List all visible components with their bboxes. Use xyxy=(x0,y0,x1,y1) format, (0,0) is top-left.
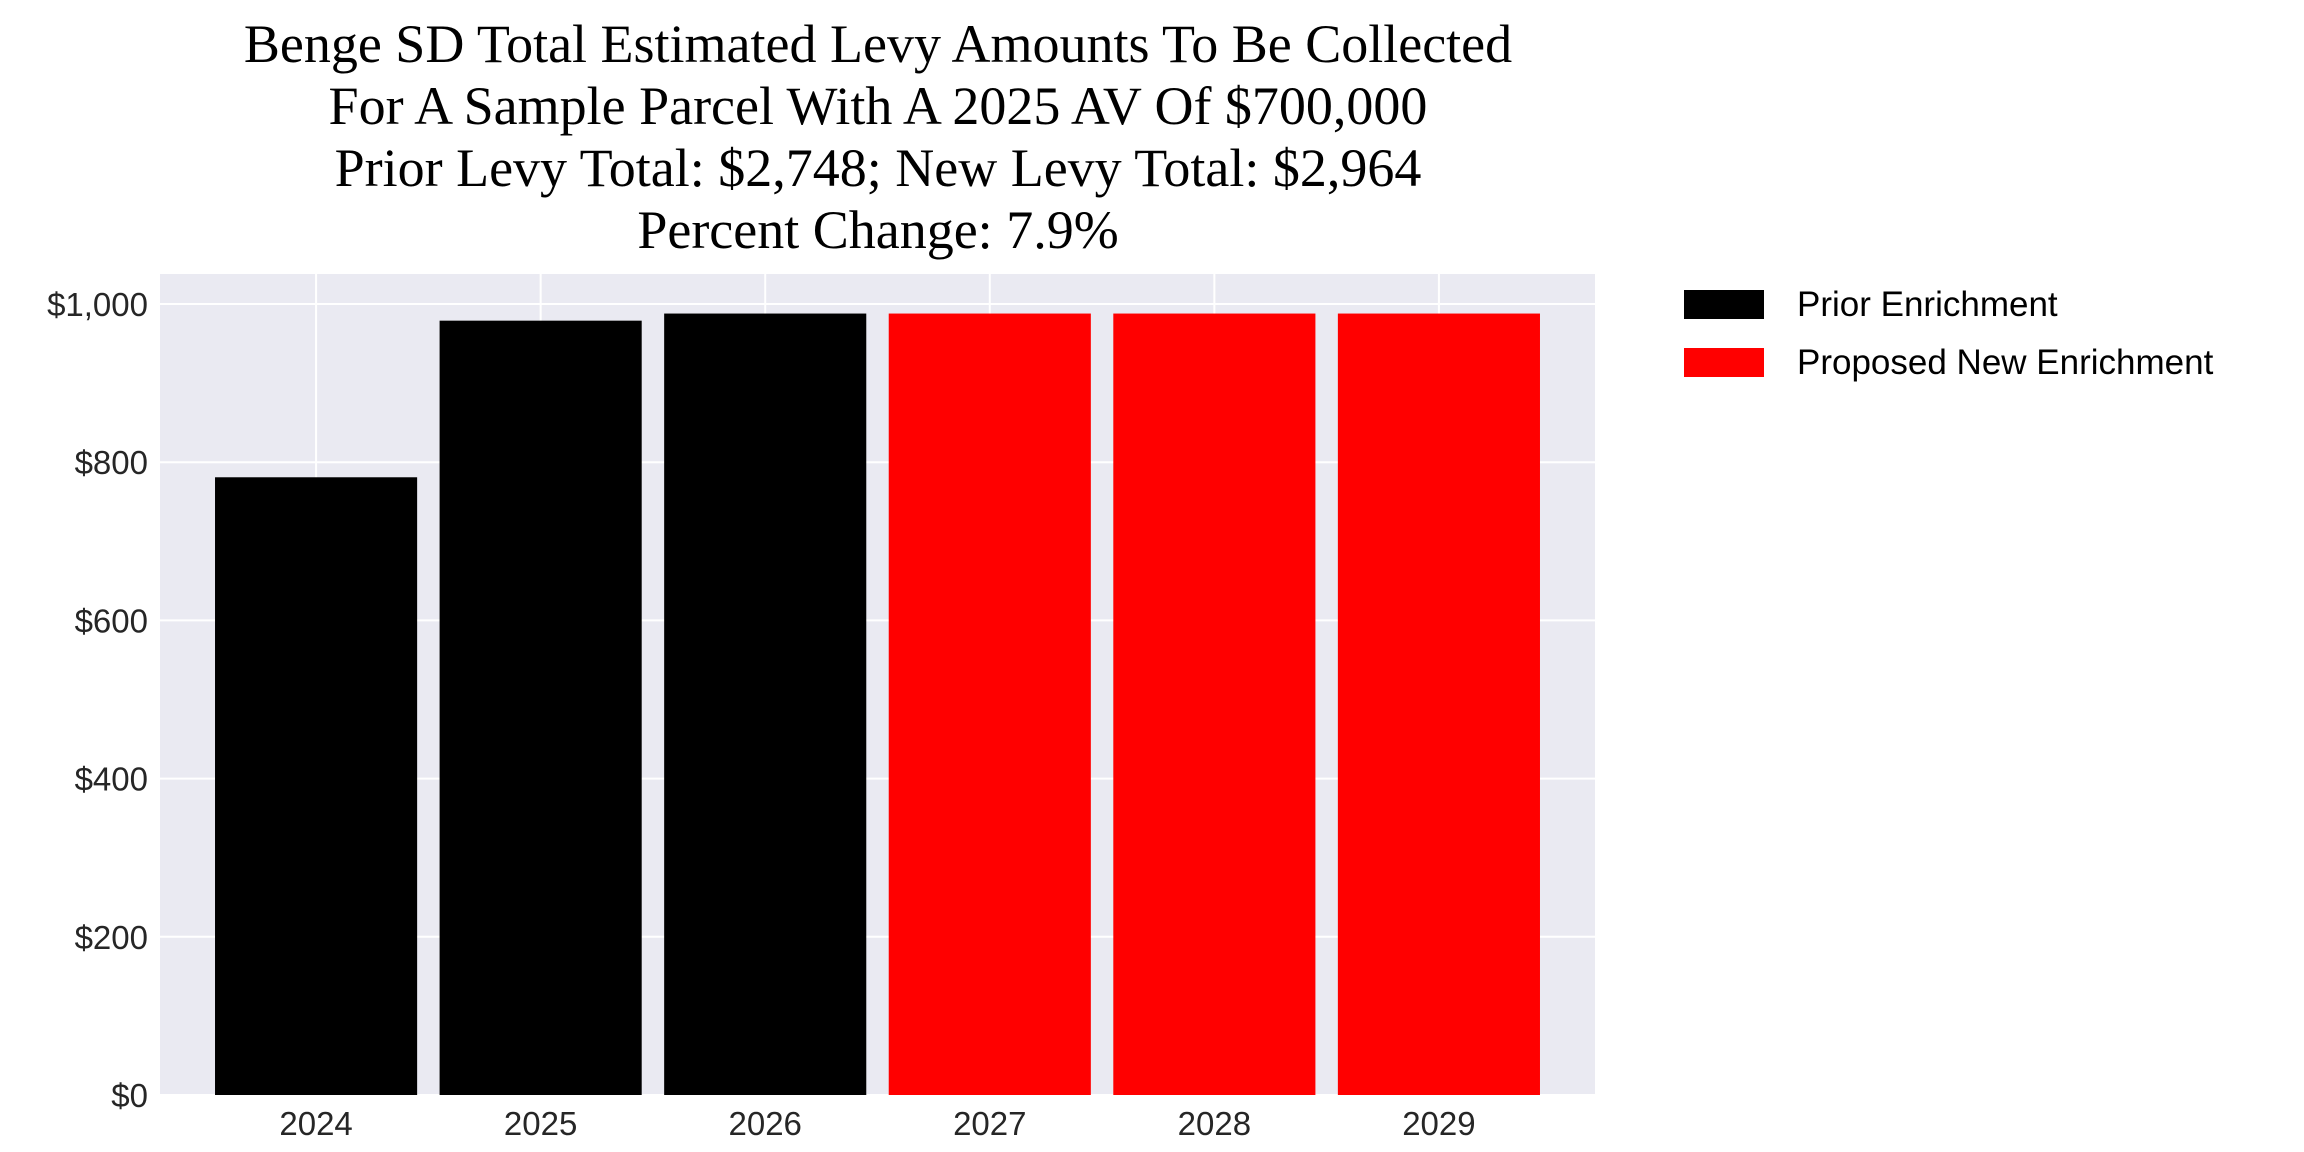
y-axis-ticks: $0 $200 $400 $600 $800 $1,000 xyxy=(47,286,148,1114)
bar-2025 xyxy=(439,320,642,1095)
title-line-3: Prior Levy Total: $2,748; New Levy Total… xyxy=(335,138,1422,198)
y-tick-label: $400 xyxy=(75,761,148,798)
legend-label-proposed: Proposed New Enrichment xyxy=(1797,343,2214,382)
bars xyxy=(215,313,1540,1095)
legend-swatch-prior xyxy=(1684,290,1764,319)
chart-title: Benge SD Total Estimated Levy Amounts To… xyxy=(244,14,1512,260)
bar-2024 xyxy=(215,477,418,1095)
title-line-4: Percent Change: 7.9% xyxy=(637,200,1118,260)
bar-2028 xyxy=(1113,313,1316,1095)
x-axis-ticks: 2024 2025 2026 2027 2028 2029 xyxy=(279,1105,1475,1142)
bar-2027 xyxy=(888,313,1091,1095)
x-tick-label: 2025 xyxy=(504,1105,577,1142)
y-tick-label: $200 xyxy=(75,919,148,956)
x-tick-label: 2026 xyxy=(729,1105,802,1142)
bar-2026 xyxy=(664,313,867,1095)
y-tick-label: $800 xyxy=(75,444,148,481)
y-tick-label: $600 xyxy=(75,602,148,639)
legend: Prior Enrichment Proposed New Enrichment xyxy=(1684,285,2214,382)
legend-swatch-proposed xyxy=(1684,348,1764,377)
title-line-1: Benge SD Total Estimated Levy Amounts To… xyxy=(244,14,1512,74)
bar-2029 xyxy=(1337,313,1540,1095)
title-line-2: For A Sample Parcel With A 2025 AV Of $7… xyxy=(329,76,1428,136)
y-tick-label: $0 xyxy=(111,1077,148,1114)
x-tick-label: 2027 xyxy=(953,1105,1026,1142)
legend-label-prior: Prior Enrichment xyxy=(1797,285,2058,324)
x-tick-label: 2024 xyxy=(279,1105,352,1142)
y-tick-label: $1,000 xyxy=(47,286,148,323)
x-tick-label: 2028 xyxy=(1178,1105,1251,1142)
x-tick-label: 2029 xyxy=(1402,1105,1475,1142)
